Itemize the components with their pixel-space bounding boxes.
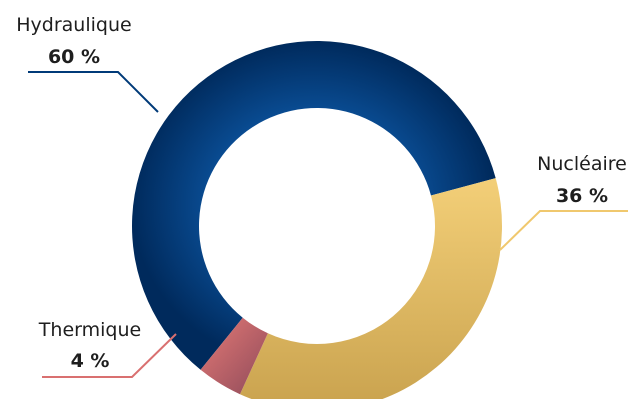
leader-line-thermique	[42, 333, 177, 378]
label-thermique: Thermique 4 %	[38, 319, 141, 372]
slice-label-value-thermique: 4 %	[71, 350, 110, 372]
slice-label-name-nucleaire: Nucléaire	[537, 153, 627, 175]
slice-label-value-nucleaire: 36 %	[556, 185, 608, 207]
label-hydraulique: Hydraulique 60 %	[16, 14, 131, 68]
slice-thermique	[200, 317, 268, 395]
label-nucleaire: Nucléaire 36 %	[537, 153, 627, 207]
slice-label-name-hydraulique: Hydraulique	[16, 14, 131, 36]
slice-label-name-thermique: Thermique	[38, 319, 141, 341]
slice-hydraulique	[132, 41, 496, 370]
slice-nucleaire	[239, 178, 502, 399]
leader-line-nucleaire	[499, 210, 628, 251]
leader-lines	[28, 71, 628, 378]
leader-line-hydraulique	[28, 71, 159, 113]
slice-label-value-hydraulique: 60 %	[48, 46, 100, 68]
donut-slices	[132, 41, 502, 399]
